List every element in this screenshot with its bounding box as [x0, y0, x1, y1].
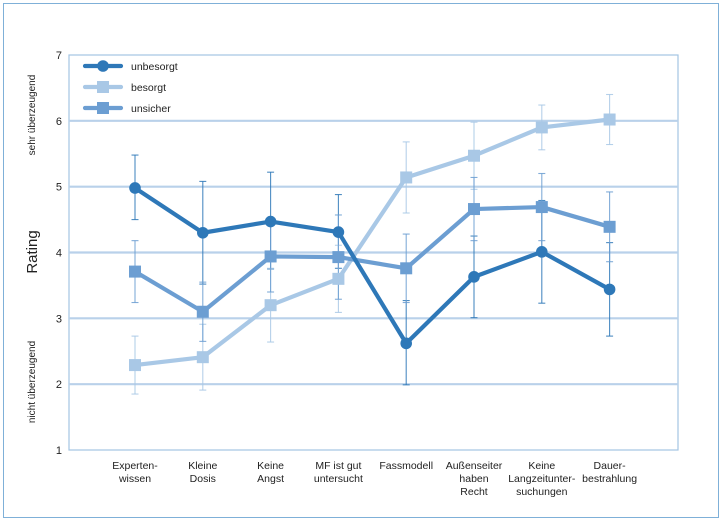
data-point-besorgt — [535, 121, 548, 134]
data-point-unsicher — [332, 251, 345, 264]
data-point-unbesorgt — [129, 182, 141, 194]
data-point-besorgt — [332, 272, 345, 285]
legend-label: unsicher — [131, 103, 171, 115]
data-point-unbesorgt — [468, 271, 480, 283]
y-annotation-bottom: nicht überzeugend — [27, 341, 38, 423]
data-point-besorgt — [196, 351, 209, 364]
data-point-unbesorgt — [332, 226, 345, 238]
data-point-unsicher — [535, 201, 548, 214]
x-category-labels: Experten-wissen Kleine Dosis Keine Angst MF i… — [112, 460, 637, 498]
data-point-unsicher — [264, 250, 277, 263]
y-tick-label: 4 — [56, 248, 62, 260]
y-tick-label: 1 — [56, 445, 62, 457]
x-category-label: Dauer-bestrahlung — [582, 460, 637, 485]
data-point-besorgt — [129, 359, 141, 372]
y-tick-label: 3 — [56, 313, 62, 325]
series-lines — [132, 117, 612, 368]
legend-label: unbesorgt — [131, 61, 178, 73]
legend: unbesorgt besorgt unsicher — [82, 60, 178, 115]
x-category-label: Experten-wissen — [112, 460, 158, 485]
legend-label: besorgt — [131, 82, 166, 94]
data-point-unsicher — [196, 305, 209, 318]
legend-item: unbesorgt — [82, 60, 178, 73]
x-category-label: Fassmodell — [379, 460, 433, 472]
x-category-label: Kleine Dosis — [188, 460, 217, 485]
data-point-unsicher — [468, 203, 480, 216]
data-point-unsicher — [129, 265, 141, 278]
series-line-besorgt — [132, 117, 612, 368]
x-category-label: Keine Angst — [257, 460, 284, 485]
data-point-besorgt — [264, 299, 277, 312]
data-point-unsicher — [603, 220, 616, 233]
grid-lines — [69, 119, 678, 386]
x-category-label: MF ist gut untersucht — [314, 460, 363, 485]
data-point-unbesorgt — [197, 226, 209, 239]
data-point-besorgt — [468, 149, 480, 162]
y-annotation-top: sehr überzeugend — [27, 75, 38, 156]
data-point-besorgt — [400, 171, 413, 184]
x-category-label: Außenseiter haben Recht — [446, 460, 503, 498]
y-tick-label: 7 — [56, 50, 62, 62]
data-point-unbesorgt — [536, 246, 548, 258]
y-axis-label: Rating — [24, 230, 41, 273]
y-tick-label: 6 — [56, 116, 62, 128]
y-tick-label: 5 — [56, 182, 62, 194]
legend-item: besorgt — [82, 81, 166, 94]
data-point-besorgt — [603, 113, 616, 126]
y-tick-label: 2 — [56, 379, 62, 391]
x-category-label: Keine Langzeitunter-suchungen — [508, 460, 576, 498]
legend-item: unsicher — [82, 102, 171, 115]
data-point-unbesorgt — [603, 283, 616, 296]
series-line-unsicher — [132, 204, 612, 314]
data-point-unbesorgt — [400, 337, 413, 350]
series-line-unbesorgt — [132, 185, 612, 346]
series-markers — [129, 113, 616, 372]
y-tick-labels: 1 2 3 4 5 6 7 — [56, 50, 62, 457]
data-point-unsicher — [400, 262, 413, 275]
data-point-unbesorgt — [264, 215, 277, 228]
